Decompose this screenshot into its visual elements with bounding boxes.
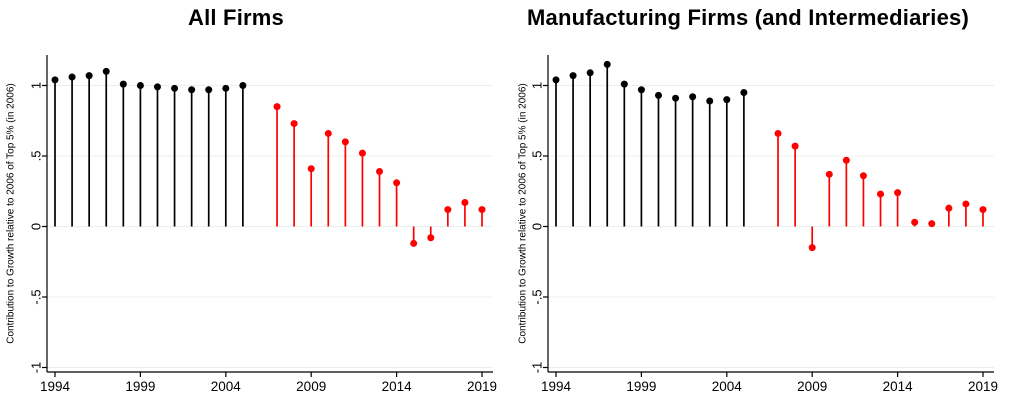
data-point-dot-pre-2006: [102, 67, 110, 75]
x-tick-label: 2019: [968, 379, 998, 394]
data-point-dot-post-2006: [825, 170, 833, 178]
y-tick-label: 1: [530, 82, 545, 89]
y-tick-label: 0: [530, 223, 545, 230]
data-point-dot-post-2006: [859, 172, 867, 180]
x-tick-label: 2009: [797, 379, 827, 394]
data-point-dot-post-2006: [444, 206, 452, 214]
data-point-dot-pre-2006: [740, 89, 748, 97]
chart-title-all-firms: All Firms: [188, 5, 284, 30]
data-point-dot-post-2006: [877, 190, 885, 198]
x-tick-label: 1999: [125, 379, 155, 394]
y-tick-label: -1: [530, 362, 545, 374]
data-point-dot-post-2006: [979, 206, 987, 214]
x-tick-label: 2014: [883, 379, 914, 394]
data-point-dot-post-2006: [808, 244, 816, 252]
x-tick-label: 2009: [296, 379, 326, 394]
data-point-dot-pre-2006: [620, 80, 628, 88]
data-point-dot-pre-2006: [153, 83, 161, 91]
data-point-dot-post-2006: [478, 206, 486, 214]
data-point-dot-pre-2006: [723, 96, 731, 104]
data-point-dot-post-2006: [358, 149, 366, 157]
x-tick-label: 1999: [626, 379, 656, 394]
data-point-dot-pre-2006: [136, 82, 144, 89]
data-point-dot-post-2006: [307, 165, 315, 173]
x-tick-label: 2014: [382, 379, 413, 394]
data-point-dot-post-2006: [376, 168, 384, 176]
chart-plot-all-firms: 1 .5 0 -.5 -1 1994 1999 2004 2009 2014 2019 Contrib…: [6, 55, 497, 394]
data-point-dot-pre-2006: [672, 94, 680, 102]
data-point-dot-post-2006: [894, 189, 902, 197]
data-point-dot-pre-2006: [205, 86, 213, 94]
y-tick-label: -.5: [29, 289, 44, 304]
chart-panel-manufacturing-firms: Manufacturing Firms (and Intermediaries)…: [512, 0, 1024, 417]
data-point-dot-pre-2006: [637, 86, 645, 94]
x-tick-label: 1994: [541, 379, 572, 394]
chart-plot-manufacturing-firms: 1 .5 0 -.5 -1 1994 1999 2004 2009 2014 2019 Contrib…: [518, 55, 998, 394]
chart-panel-all-firms: All Firms 1 .5 0 -.5 -1 1994 1999 2004 2009 2014 2…: [6, 5, 498, 394]
x-tick-label: 2004: [211, 379, 242, 394]
data-point-dot-post-2006: [273, 103, 281, 111]
data-point-dot-post-2006: [461, 199, 469, 207]
data-point-dot-pre-2006: [603, 60, 611, 68]
data-point-dot-post-2006: [791, 142, 799, 150]
y-tick-label: -.5: [530, 289, 545, 304]
data-point-dot-pre-2006: [706, 97, 714, 105]
data-point-dot-pre-2006: [85, 72, 93, 80]
chart-title-manufacturing-firms: Manufacturing Firms (and Intermediaries): [527, 5, 969, 30]
data-point-dot-post-2006: [410, 239, 418, 247]
data-point-dot-post-2006: [324, 129, 332, 137]
data-point-dot-pre-2006: [222, 84, 230, 92]
data-point-dot-post-2006: [962, 200, 970, 208]
data-point-dot-post-2006: [911, 218, 919, 226]
data-point-dot-post-2006: [774, 129, 782, 137]
x-tick-label: 1994: [40, 379, 71, 394]
y-tick-label: 1: [29, 82, 44, 89]
data-point-dot-post-2006: [290, 120, 298, 128]
x-tick-label: 2019: [467, 379, 497, 394]
data-point-dot-pre-2006: [689, 93, 697, 101]
data-point-dot-post-2006: [842, 156, 850, 164]
y-tick-label: 0: [29, 223, 44, 230]
data-point-dot-pre-2006: [552, 76, 560, 84]
data-point-dot-pre-2006: [68, 73, 76, 81]
y-tick-label: -1: [29, 362, 44, 374]
data-point-dot-pre-2006: [654, 91, 662, 99]
y-tick-label: .5: [530, 151, 545, 162]
data-point-dot-post-2006: [928, 220, 936, 228]
y-tick-label: .5: [29, 151, 44, 162]
data-point-dot-pre-2006: [569, 72, 577, 80]
data-point-dot-post-2006: [427, 234, 435, 242]
y-axis-title: Contribution to Growth relative to 2006 …: [6, 83, 17, 344]
data-point-dot-pre-2006: [239, 82, 247, 89]
data-point-dot-pre-2006: [188, 86, 196, 94]
data-point-dot-pre-2006: [119, 80, 127, 88]
data-point-dot-pre-2006: [51, 76, 59, 84]
data-point-dot-pre-2006: [171, 84, 179, 92]
data-point-dot-pre-2006: [586, 69, 594, 77]
data-point-dot-post-2006: [393, 179, 401, 187]
data-point-dot-post-2006: [945, 204, 953, 212]
data-point-dot-post-2006: [341, 138, 349, 146]
y-axis-title: Contribution to Growth relative to 2006 …: [518, 83, 529, 344]
x-tick-label: 2004: [712, 379, 743, 394]
